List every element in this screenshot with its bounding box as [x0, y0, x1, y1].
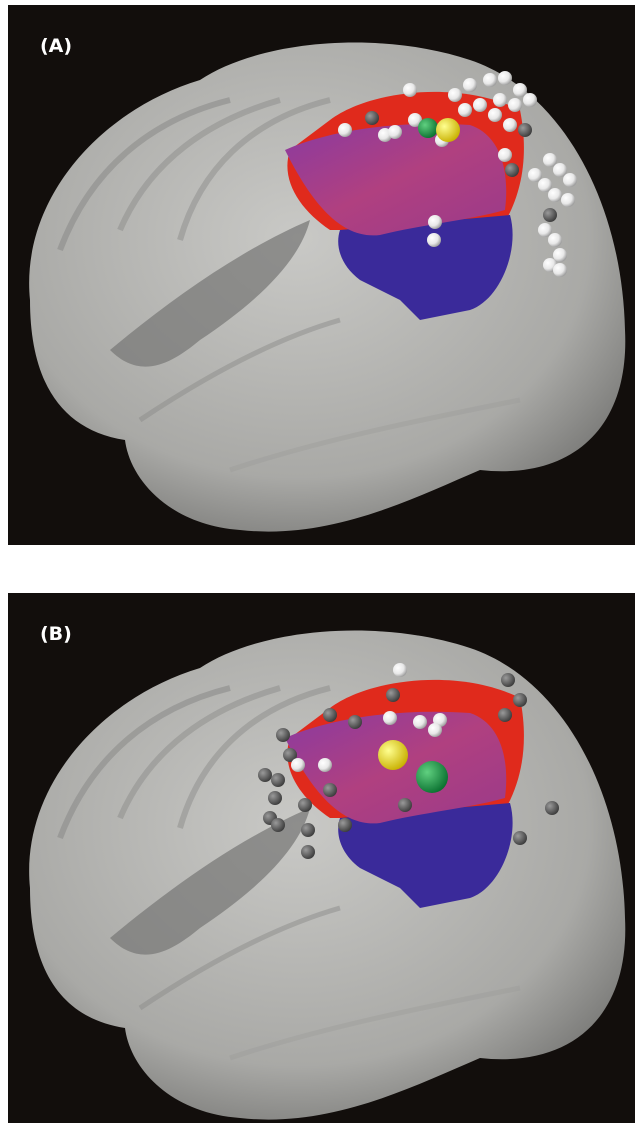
electrode [493, 93, 507, 107]
electrode [561, 193, 575, 207]
electrode [505, 163, 519, 177]
electrode [528, 168, 542, 182]
electrode [513, 693, 527, 707]
electrode [498, 71, 512, 85]
electrode [448, 88, 462, 102]
electrode [553, 248, 567, 262]
electrode [553, 263, 567, 277]
electrode [271, 773, 285, 787]
electrode [388, 125, 402, 139]
panel-b: (B) [8, 593, 635, 1123]
electrode [463, 78, 477, 92]
electrode [393, 663, 407, 677]
electrode [563, 173, 577, 187]
electrode [543, 208, 557, 222]
panel-a: (A) [8, 5, 635, 545]
electrode [503, 118, 517, 132]
electrode [523, 93, 537, 107]
electrode [338, 818, 352, 832]
electrode [378, 740, 408, 770]
electrode [545, 801, 559, 815]
electrode [428, 723, 442, 737]
electrode [538, 178, 552, 192]
electrode [386, 688, 400, 702]
electrode [543, 153, 557, 167]
electrode [436, 118, 460, 142]
electrode [403, 83, 417, 97]
electrode [473, 98, 487, 112]
electrode [323, 708, 337, 722]
electrode [398, 798, 412, 812]
electrode [271, 818, 285, 832]
panel-label: (B) [40, 623, 72, 645]
electrode [301, 823, 315, 837]
electrode [258, 768, 272, 782]
electrode [418, 118, 438, 138]
electrode [498, 708, 512, 722]
electrode [553, 163, 567, 177]
electrode [276, 728, 290, 742]
electrode [538, 223, 552, 237]
electrode [508, 98, 522, 112]
electrode [548, 188, 562, 202]
electrode [483, 73, 497, 87]
electrode [298, 798, 312, 812]
electrode [383, 711, 397, 725]
electrode [548, 233, 562, 247]
electrode [365, 111, 379, 125]
electrode [498, 148, 512, 162]
electrode [348, 715, 362, 729]
electrode [291, 758, 305, 772]
electrode [268, 791, 282, 805]
electrode [501, 673, 515, 687]
electrode [428, 215, 442, 229]
electrode [301, 845, 315, 859]
electrode [513, 83, 527, 97]
electrode [413, 715, 427, 729]
page: (A) (B) (() => { const data = JSON.parse… [0, 0, 639, 1129]
electrode [416, 761, 448, 793]
electrode [427, 233, 441, 247]
electrode [323, 783, 337, 797]
electrode [513, 831, 527, 845]
panel-label: (A) [40, 35, 72, 57]
electrode [488, 108, 502, 122]
electrode [518, 123, 532, 137]
figure: (A) (B) [0, 0, 639, 1129]
electrode [458, 103, 472, 117]
electrode [338, 123, 352, 137]
electrode [318, 758, 332, 772]
